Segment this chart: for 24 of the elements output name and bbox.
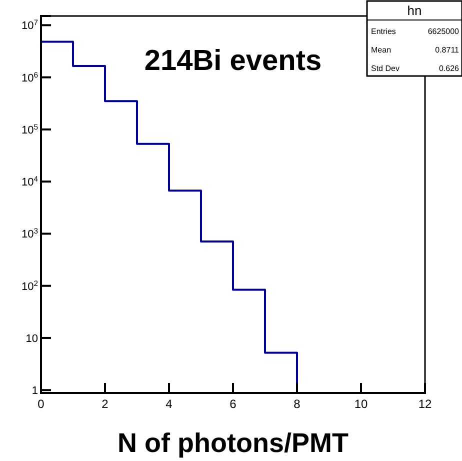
y-tick-label: 10$^{5}$: [21, 122, 38, 136]
annotation: Std Dev: [371, 64, 400, 73]
text: 6625000: [428, 27, 460, 36]
x-tick-label: 4: [166, 397, 173, 411]
x-axis-title: N of photons/PMT: [118, 428, 349, 458]
y-tick-label: 10$^{7}$: [21, 18, 38, 32]
text: 214Bi events: [144, 45, 322, 77]
y-tick-label: 10$^{3}$: [21, 226, 38, 241]
y-tick-label: 10$^{2}$: [21, 278, 38, 293]
text: 0.8711: [435, 46, 460, 54]
x-tick-label: 10: [354, 397, 368, 411]
annotation: Entries: [371, 27, 396, 36]
y-tick-label: 10$^{6}$: [21, 70, 38, 84]
annotation: Mean: [371, 46, 392, 54]
x-tick-label: 8: [294, 397, 301, 411]
y-tick-label: 10: [26, 332, 38, 345]
y-tick-label: 1: [32, 385, 38, 398]
x-tick-label: 0: [38, 397, 45, 411]
x-tick-label: 2: [102, 397, 109, 411]
x-tick-label: 6: [230, 397, 237, 411]
text: 0.626: [438, 64, 460, 73]
x-tick-label: 12: [418, 397, 432, 411]
y-tick-label: 10$^{4}$: [21, 174, 39, 189]
annotation: hn: [407, 3, 422, 18]
